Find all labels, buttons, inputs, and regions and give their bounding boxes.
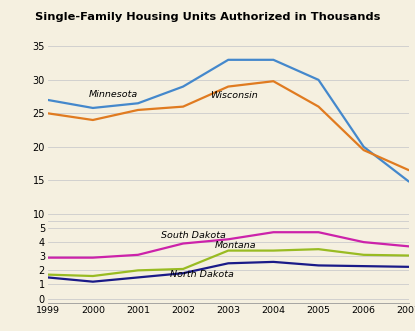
Text: Wisconsin: Wisconsin <box>210 91 258 100</box>
Text: Montana: Montana <box>215 242 256 251</box>
Text: North Dakota: North Dakota <box>170 270 234 279</box>
Text: Minnesota: Minnesota <box>88 90 138 99</box>
Text: South Dakota: South Dakota <box>161 231 225 240</box>
Text: Single-Family Housing Units Authorized in Thousands: Single-Family Housing Units Authorized i… <box>35 12 380 22</box>
